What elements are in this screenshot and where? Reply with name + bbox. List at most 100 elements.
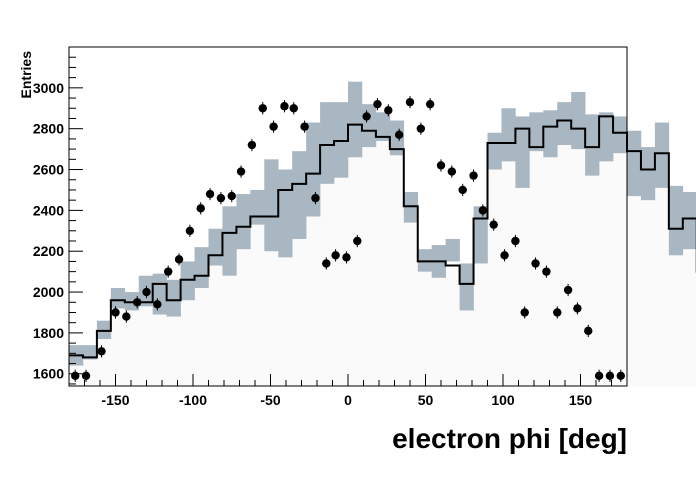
data-point — [416, 124, 426, 133]
band-bin — [264, 159, 279, 252]
histogram-line — [69, 115, 696, 359]
data-point — [573, 304, 582, 313]
band-bin — [599, 112, 614, 162]
band-bin — [194, 247, 209, 288]
band-bin — [361, 104, 377, 148]
data-point — [185, 226, 195, 235]
data-point — [289, 104, 298, 113]
data-point — [97, 347, 106, 356]
band-bin — [166, 279, 181, 317]
y-tick-label: 2400 — [33, 202, 64, 218]
data-point — [616, 371, 625, 380]
y-tick-label: 2600 — [33, 162, 64, 178]
band-bin — [627, 130, 642, 197]
data-point — [300, 122, 309, 131]
data-point — [500, 251, 509, 260]
band-bin — [557, 102, 572, 146]
data-point — [594, 371, 604, 380]
data-point — [280, 102, 289, 111]
data-point — [373, 99, 382, 109]
band-bin — [320, 102, 335, 184]
data-point — [205, 189, 215, 199]
data-point — [174, 255, 184, 264]
y-tick-label: 2000 — [33, 284, 64, 300]
data-point — [478, 206, 488, 215]
y-tick-label: 1600 — [33, 366, 64, 382]
x-tick-label: 50 — [418, 392, 434, 408]
data-point — [405, 97, 415, 107]
data-point — [236, 167, 246, 176]
band-bin — [529, 112, 544, 152]
data-point — [311, 193, 320, 203]
data-points — [71, 96, 625, 382]
band-bin — [459, 263, 474, 311]
x-tick-label: -150 — [101, 392, 129, 408]
data-point — [133, 298, 142, 307]
data-point — [269, 122, 278, 131]
data-point — [71, 371, 80, 380]
data-point — [542, 267, 551, 276]
band-bin — [96, 320, 112, 340]
band-bin — [250, 189, 265, 225]
x-tick-label: 150 — [569, 392, 593, 408]
band-bin — [654, 122, 670, 188]
band-bin — [613, 116, 628, 154]
band-bin — [208, 228, 223, 266]
band-bin — [403, 191, 419, 223]
prediction-histogram — [69, 116, 696, 386]
band-bin — [682, 191, 696, 250]
band-bin — [375, 112, 391, 141]
band-bin — [487, 132, 502, 170]
x-tick-label: -50 — [260, 392, 280, 408]
band-bin — [473, 206, 488, 264]
band-bin — [571, 91, 586, 150]
data-point — [342, 253, 351, 262]
band-bin — [152, 273, 167, 315]
y-axis-title: Entries — [18, 51, 34, 99]
x-tick-label: -100 — [179, 392, 207, 408]
band-bin — [515, 116, 530, 188]
x-axis-ticks: -150 -100 -50 0 50 100 150 — [68, 374, 628, 408]
y-tick-label: 2200 — [33, 243, 64, 259]
data-point — [247, 140, 257, 150]
histogram-fill — [69, 116, 696, 386]
data-point — [511, 236, 520, 246]
data-point — [394, 130, 404, 140]
data-point — [322, 259, 331, 268]
data-point — [469, 171, 478, 180]
data-point — [584, 326, 593, 336]
data-point — [489, 220, 498, 229]
band-bin — [417, 249, 432, 272]
data-point — [458, 185, 467, 195]
data-point — [81, 371, 91, 380]
band-bin — [334, 102, 349, 178]
data-point — [605, 371, 615, 380]
band-bin — [668, 185, 684, 256]
band-bin — [236, 194, 251, 250]
data-point — [122, 312, 131, 321]
data-point — [436, 161, 446, 170]
band-bin — [501, 108, 516, 162]
data-point — [216, 193, 226, 203]
y-tick-label: 2800 — [33, 121, 64, 137]
band-bin — [180, 261, 195, 301]
band-bin — [348, 81, 363, 158]
data-point — [553, 308, 562, 317]
y-axis-ticks: 1600 1800 2000 2200 2400 2600 2800 3000 — [33, 46, 83, 385]
data-point — [142, 287, 151, 297]
data-point — [153, 300, 162, 309]
data-point — [425, 99, 435, 109]
data-point — [531, 259, 540, 268]
band-bin — [640, 147, 656, 201]
data-point — [520, 308, 529, 317]
band-bin — [306, 122, 321, 217]
data-point — [227, 191, 236, 201]
data-point — [384, 106, 393, 115]
data-point — [196, 204, 205, 213]
data-point — [331, 251, 340, 260]
data-point — [111, 308, 120, 317]
band-bin — [585, 114, 600, 176]
x-axis-title: electron phi [deg] — [392, 423, 627, 454]
